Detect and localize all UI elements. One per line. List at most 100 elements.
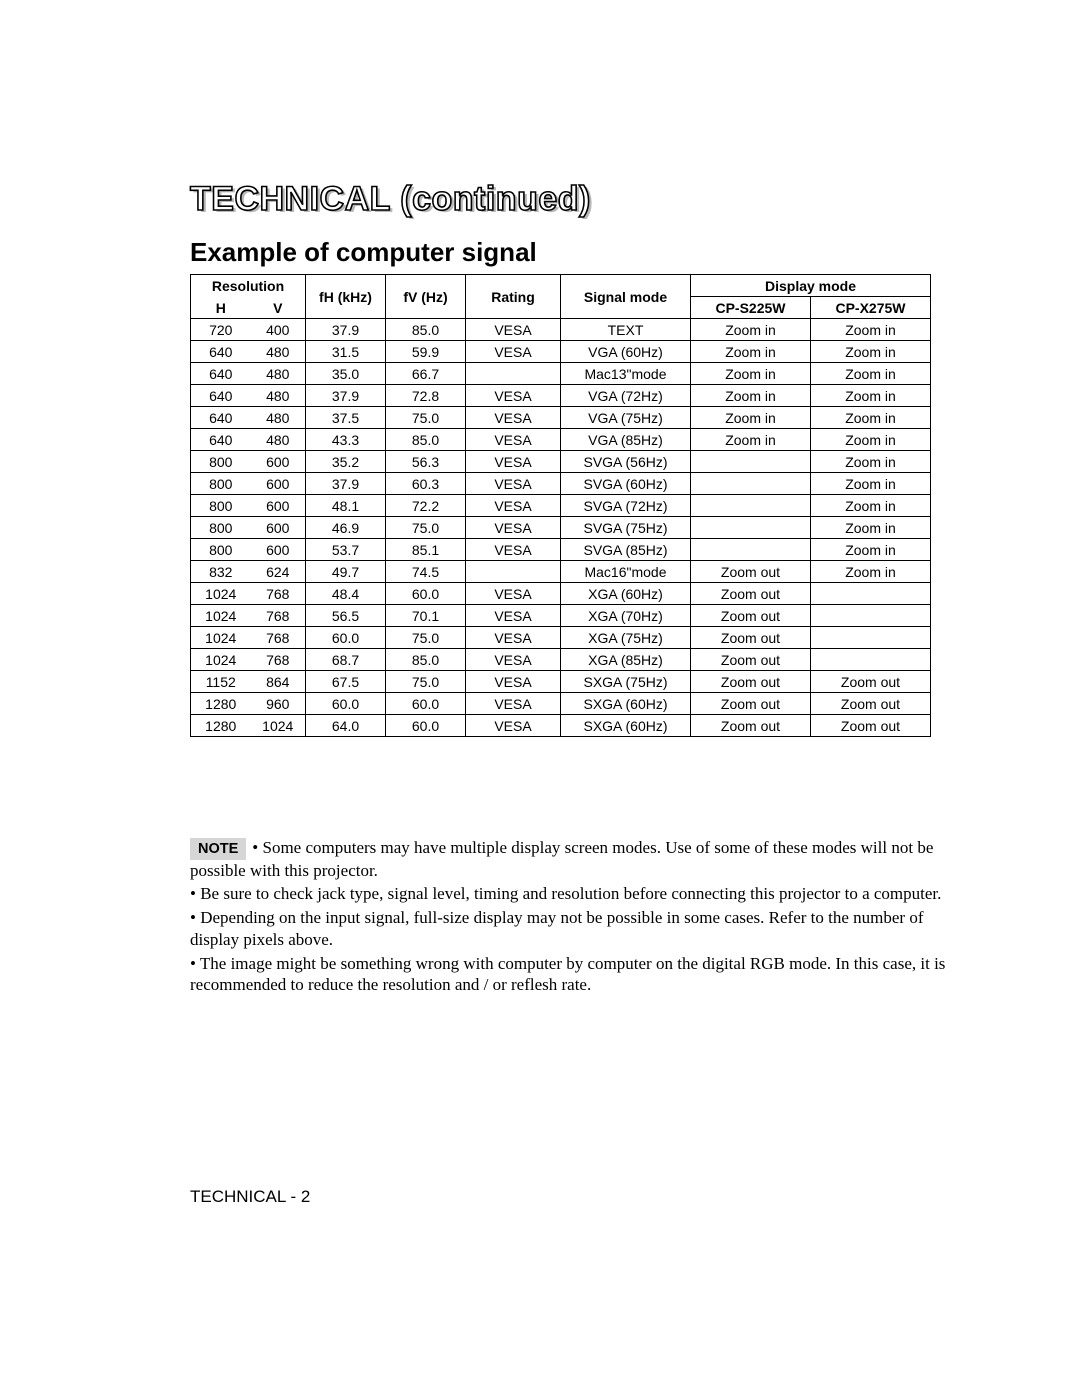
cell-h: 1280 <box>191 715 251 737</box>
cell-m1: Zoom out <box>691 561 811 583</box>
cell-fh: 64.0 <box>306 715 386 737</box>
cell-m2: Zoom in <box>811 451 931 473</box>
cell-v: 1024 <box>251 715 306 737</box>
cell-v: 768 <box>251 627 306 649</box>
cell-m2: Zoom in <box>811 429 931 451</box>
cell-fh: 53.7 <box>306 539 386 561</box>
cell-sig: SXGA (60Hz) <box>561 715 691 737</box>
cell-m2: Zoom in <box>811 407 931 429</box>
cell-sig: SVGA (56Hz) <box>561 451 691 473</box>
cell-rating: VESA <box>466 451 561 473</box>
cell-sig: XGA (60Hz) <box>561 583 691 605</box>
cell-fv: 85.0 <box>386 319 466 341</box>
cell-fv: 75.0 <box>386 671 466 693</box>
section-heading: Example of computer signal <box>190 237 940 268</box>
cell-fv: 66.7 <box>386 363 466 385</box>
col-signal-mode: Signal mode <box>561 275 691 319</box>
cell-m1: Zoom in <box>691 429 811 451</box>
cell-fv: 74.5 <box>386 561 466 583</box>
cell-m1: Zoom in <box>691 341 811 363</box>
cell-m1: Zoom in <box>691 385 811 407</box>
cell-sig: SVGA (85Hz) <box>561 539 691 561</box>
table-row: 128096060.060.0VESASXGA (60Hz)Zoom outZo… <box>191 693 931 715</box>
cell-rating: VESA <box>466 473 561 495</box>
cell-sig: XGA (85Hz) <box>561 649 691 671</box>
cell-sig: Mac13"mode <box>561 363 691 385</box>
note-badge: NOTE <box>190 838 246 860</box>
cell-fv: 75.0 <box>386 517 466 539</box>
table-row: 83262449.774.5Mac16"modeZoom outZoom in <box>191 561 931 583</box>
page-footer: TECHNICAL - 2 <box>190 1187 310 1207</box>
cell-fv: 60.0 <box>386 583 466 605</box>
col-model2: CP-X275W <box>811 297 931 319</box>
cell-sig: SXGA (60Hz) <box>561 693 691 715</box>
cell-m1: Zoom out <box>691 671 811 693</box>
cell-h: 800 <box>191 451 251 473</box>
cell-sig: SVGA (72Hz) <box>561 495 691 517</box>
table-row: 80060035.256.3VESASVGA (56Hz)Zoom in <box>191 451 931 473</box>
col-fv: fV (Hz) <box>386 275 466 319</box>
cell-fh: 46.9 <box>306 517 386 539</box>
note-text-0: • Some computers may have multiple displ… <box>190 838 933 880</box>
cell-h: 640 <box>191 429 251 451</box>
page-title: TECHNICAL (continued) TECHNICAL (continu… <box>190 180 940 219</box>
col-res-v: V <box>251 297 306 319</box>
cell-fh: 68.7 <box>306 649 386 671</box>
cell-rating: VESA <box>466 671 561 693</box>
table-row: 102476848.460.0VESAXGA (60Hz)Zoom out <box>191 583 931 605</box>
cell-rating: VESA <box>466 495 561 517</box>
cell-v: 600 <box>251 451 306 473</box>
cell-v: 624 <box>251 561 306 583</box>
cell-rating: VESA <box>466 649 561 671</box>
col-res-h: H <box>191 297 251 319</box>
table-body: 72040037.985.0VESATEXTZoom inZoom in6404… <box>191 319 931 737</box>
table-row: 64048035.066.7Mac13"modeZoom inZoom in <box>191 363 931 385</box>
cell-v: 864 <box>251 671 306 693</box>
cell-fv: 85.0 <box>386 649 466 671</box>
cell-v: 480 <box>251 407 306 429</box>
cell-m2: Zoom in <box>811 561 931 583</box>
cell-h: 720 <box>191 319 251 341</box>
col-fh: fH (kHz) <box>306 275 386 319</box>
cell-fh: 49.7 <box>306 561 386 583</box>
cell-fv: 75.0 <box>386 627 466 649</box>
cell-sig: VGA (85Hz) <box>561 429 691 451</box>
cell-fh: 37.5 <box>306 407 386 429</box>
cell-v: 768 <box>251 583 306 605</box>
cell-v: 400 <box>251 319 306 341</box>
cell-rating: VESA <box>466 693 561 715</box>
cell-fh: 37.9 <box>306 319 386 341</box>
cell-rating: VESA <box>466 341 561 363</box>
col-rating: Rating <box>466 275 561 319</box>
cell-v: 768 <box>251 605 306 627</box>
cell-fh: 67.5 <box>306 671 386 693</box>
cell-m1: Zoom out <box>691 583 811 605</box>
cell-m1 <box>691 517 811 539</box>
cell-m2: Zoom in <box>811 363 931 385</box>
cell-fh: 35.2 <box>306 451 386 473</box>
cell-m1 <box>691 539 811 561</box>
cell-fv: 75.0 <box>386 407 466 429</box>
cell-h: 1280 <box>191 693 251 715</box>
col-model1: CP-S225W <box>691 297 811 319</box>
note-line-2: • Depending on the input signal, full-si… <box>190 907 950 951</box>
cell-m2: Zoom in <box>811 319 931 341</box>
cell-fv: 60.0 <box>386 715 466 737</box>
cell-h: 1024 <box>191 583 251 605</box>
table-row: 80060053.785.1VESASVGA (85Hz)Zoom in <box>191 539 931 561</box>
cell-rating: VESA <box>466 319 561 341</box>
notes-block: NOTE• Some computers may have multiple d… <box>190 837 950 996</box>
cell-m2 <box>811 605 931 627</box>
cell-m2: Zoom out <box>811 693 931 715</box>
cell-v: 768 <box>251 649 306 671</box>
cell-fv: 85.0 <box>386 429 466 451</box>
table-row: 115286467.575.0VESASXGA (75Hz)Zoom outZo… <box>191 671 931 693</box>
signal-table: Resolution fH (kHz) fV (Hz) Rating Signa… <box>190 274 931 737</box>
cell-h: 1024 <box>191 649 251 671</box>
cell-m2: Zoom out <box>811 671 931 693</box>
cell-fv: 70.1 <box>386 605 466 627</box>
cell-sig: VGA (72Hz) <box>561 385 691 407</box>
table-row: 64048043.385.0VESAVGA (85Hz)Zoom inZoom … <box>191 429 931 451</box>
document-page: TECHNICAL (continued) TECHNICAL (continu… <box>0 0 1080 1397</box>
cell-rating <box>466 363 561 385</box>
